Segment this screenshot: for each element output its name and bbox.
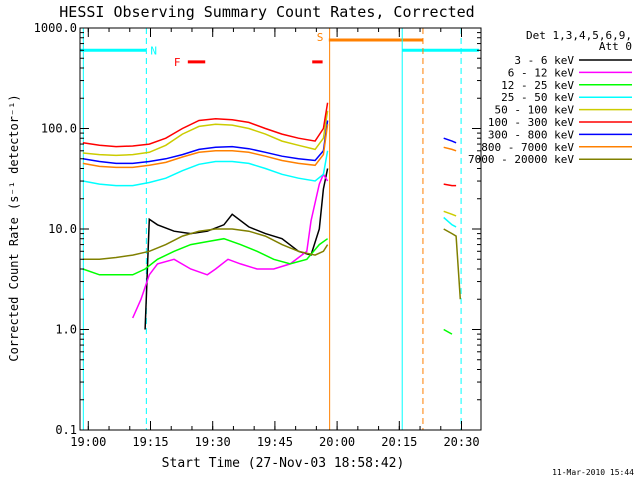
legend-label-3: 25 - 50 keV: [501, 91, 574, 104]
series-line-4: [82, 110, 457, 217]
bar-label-N: N: [150, 44, 157, 57]
legend-label-6: 300 - 800 keV: [488, 128, 574, 141]
footer-date: 11-Mar-2010 15:44: [552, 468, 634, 477]
legend-subtitle: Att 0: [599, 40, 632, 53]
bar-label-F: F: [174, 56, 181, 69]
event-lines: [82, 28, 462, 430]
legend-label-2: 12 - 25 keV: [501, 79, 574, 92]
y-tick-label-2: 10.0: [48, 222, 77, 236]
y-tick-label-0: 1000.0: [34, 21, 77, 35]
y-tick-label-1: 100.0: [41, 122, 77, 136]
series-line-2: [82, 237, 453, 335]
y-axis: 1000.0 100.0 10.0 1.0 0.1: [34, 21, 481, 437]
observing-bars: N F S: [80, 31, 479, 69]
series-line-5: [82, 102, 457, 187]
series-line-6: [82, 120, 457, 165]
legend-label-4: 50 - 100 keV: [495, 104, 575, 117]
y-axis-title: Corrected Count Rate (s⁻¹ detector⁻¹): [7, 94, 21, 361]
series-lines: [82, 102, 462, 335]
chart-title: HESSI Observing Summary Count Rates, Cor…: [59, 3, 474, 21]
legend-title: Det 1,3,4,5,6,9,: [526, 29, 632, 42]
plot-frame: [79, 27, 482, 431]
legend-label-8: 7000 - 20000 keV: [468, 153, 574, 166]
series-line-1: [132, 172, 329, 319]
x-axis: 19:00 19:15 19:30 19:45 20:00 20:15 20:30: [70, 28, 480, 449]
x-tick-label-0: 19:00: [70, 435, 106, 449]
y-tick-label-4: 0.1: [55, 423, 77, 437]
series-line-0: [144, 168, 329, 330]
x-tick-label-2: 19:30: [195, 435, 231, 449]
series-line-8: [82, 228, 462, 300]
x-axis-title: Start Time (27-Nov-03 18:58:42): [162, 456, 405, 471]
x-tick-label-4: 20:00: [319, 435, 355, 449]
x-tick-label-3: 19:45: [257, 435, 293, 449]
series-line-3: [82, 150, 457, 228]
bar-label-S: S: [317, 31, 324, 44]
legend-label-0: 3 - 6 keV: [514, 54, 574, 67]
x-tick-label-5: 20:15: [381, 435, 417, 449]
y-tick-label-3: 1.0: [55, 323, 77, 337]
legend-label-1: 6 - 12 keV: [508, 66, 575, 79]
series-line-7: [82, 124, 457, 169]
legend-label-5: 100 - 300 keV: [488, 116, 574, 129]
legend-label-7: 800 - 7000 keV: [481, 141, 574, 154]
x-tick-label-6: 20:30: [443, 435, 479, 449]
x-tick-label-1: 19:15: [132, 435, 168, 449]
